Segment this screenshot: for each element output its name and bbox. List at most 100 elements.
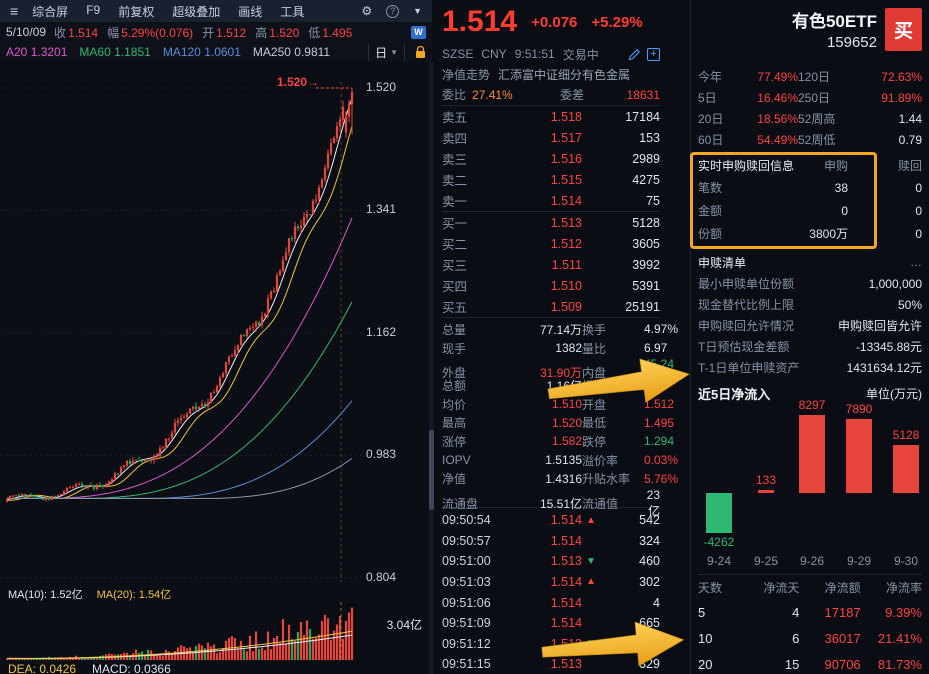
- stat-label: 溢价率: [582, 453, 619, 468]
- perf-label: 250日: [798, 91, 831, 105]
- edit-pencil-icon[interactable]: [628, 48, 641, 61]
- macd-indicator-row: DEA: 0.0426 MACD: 0.0366: [0, 662, 432, 674]
- add-icon[interactable]: +: [647, 47, 660, 61]
- tick-price: 1.513: [550, 636, 582, 651]
- table-row: 10 6 36017 21.41%: [698, 625, 922, 651]
- perf-value: 72.63%: [881, 69, 922, 84]
- perf-value: 91.89%: [881, 90, 922, 105]
- toolbar-item[interactable]: 工具: [280, 4, 305, 19]
- flow-bar: [706, 493, 732, 534]
- perf-label: 20日: [698, 112, 724, 126]
- flow-bar-value: 8297: [798, 398, 826, 412]
- bid-row[interactable]: 买一 1.513 5128: [442, 212, 660, 233]
- subscribe-value: 3800万: [809, 227, 848, 241]
- perf-label: 60日: [698, 133, 724, 147]
- flow-net-rate: 9.39%: [885, 604, 922, 620]
- bid-row[interactable]: 买四 1.510 5391: [442, 275, 660, 296]
- stat-label: 总量: [442, 322, 467, 337]
- bid-row[interactable]: 买三 1.511 3992: [442, 254, 660, 275]
- menu-icon[interactable]: ≡: [10, 3, 19, 19]
- bid-level-label: 买三: [442, 259, 468, 273]
- price-change-pct: +5.29%: [591, 13, 643, 31]
- net-inflow-section: 近5日净流入 单位(万元) -4262 133 8297 7890 5128 9-24 9…: [698, 378, 922, 572]
- lock-icon[interactable]: [415, 45, 426, 59]
- tick-direction-icon: ▼: [586, 638, 596, 650]
- toolbar-item[interactable]: 画线: [238, 4, 263, 19]
- tick-volume: 665: [639, 616, 660, 631]
- ask-row[interactable]: 卖四 1.517 153: [442, 127, 660, 148]
- ask-row[interactable]: 卖三 1.516 2989: [442, 148, 660, 169]
- flow-net-rate: 81.73%: [877, 656, 922, 672]
- list-item-value: 1,000,000: [868, 276, 922, 291]
- bid-row[interactable]: 买五 1.509 25191: [442, 296, 660, 317]
- list-item-value: 申购赎回皆允许: [837, 319, 922, 333]
- stat-label: 最低: [582, 416, 607, 431]
- scrollbar[interactable]: [429, 62, 434, 674]
- tick-volume: 440: [639, 636, 660, 651]
- tick-volume: 329: [639, 657, 660, 672]
- net-inflow-unit: 单位(万元): [866, 386, 922, 401]
- perf-value: 16.46%: [757, 90, 798, 105]
- stat-value: 15.51亿: [539, 497, 582, 512]
- performance-row: 60日 54.49% 52周低 0.79: [698, 129, 922, 150]
- stat-value: 1.16亿: [546, 378, 582, 393]
- flow-table-header-cell: 净流天: [763, 580, 800, 595]
- stat-label: 最高: [442, 416, 467, 431]
- perf-value: 0.79: [898, 132, 922, 147]
- toolbar-item[interactable]: 综合屏: [32, 4, 69, 19]
- ohlc-item: 低 1.495: [308, 25, 353, 40]
- flow-table-header-cell: 天数: [698, 580, 723, 595]
- tick-time: 09:50:54: [442, 513, 491, 528]
- nav-row[interactable]: 净值走势 汇添富中证细分有色金属: [442, 64, 660, 84]
- settings-gear-icon[interactable]: ⚙: [361, 4, 373, 18]
- subscription-row-label: 笔数: [698, 181, 723, 195]
- wp-badge-icon[interactable]: W: [411, 25, 426, 39]
- volume-svg: [5, 602, 354, 662]
- list-item-value: 1431634.12元: [846, 361, 922, 375]
- stat-value: 1382: [555, 341, 582, 356]
- volume-ma20-label: MA(20): 1.54亿: [96, 589, 172, 601]
- tick-time: 09:50:57: [442, 533, 491, 548]
- stat-value: 5.76%: [644, 471, 679, 486]
- more-ellipsis-icon[interactable]: …: [910, 255, 922, 269]
- weibi-label: 委比: [442, 88, 467, 102]
- stat-label: 量比: [582, 341, 607, 356]
- list-item: 最小申赎单位份额 1,000,000: [698, 273, 922, 294]
- price-change: +0.076: [531, 13, 578, 31]
- stat-label: 升贴水率: [582, 472, 631, 487]
- etf-info-panel: 有色50ETF 159652 买 今年 77.49% 120日 72.63% 5…: [690, 0, 929, 674]
- ma-legend-bar: A20 1.3201 MA60 1.1851 MA120 1.0601 MA250 0…: [0, 42, 432, 62]
- perf-value: 54.49%: [757, 132, 798, 147]
- ma-legend-item: MA250 0.9811: [252, 45, 331, 59]
- flow-bar-value: 7890: [845, 401, 873, 416]
- ask-row[interactable]: 卖二 1.515 4275: [442, 169, 660, 190]
- chart-panel: ≡ 综合屏 F9 前复权 超级叠加 画线 工具 ⚙ ? ▼ 5/10/09 收 1.514 幅…: [0, 0, 432, 674]
- stat-row: 涨停 1.582 跌停 1.294: [442, 432, 674, 451]
- bid-row[interactable]: 买二 1.512 3605: [442, 233, 660, 254]
- net-inflow-bar-chart: -4262 133 8297 7890 5128: [698, 398, 922, 554]
- flow-table-body: 5 4 17187 9.39% 10 6 36017 21.41% 20: [698, 599, 922, 674]
- ask-row[interactable]: 卖五 1.518 17184: [442, 106, 660, 127]
- toolbar-item[interactable]: 前复权: [118, 4, 155, 19]
- last-price: 1.514: [442, 5, 518, 38]
- help-icon[interactable]: ?: [386, 4, 400, 18]
- buy-button[interactable]: 买: [885, 7, 922, 51]
- toolbar-item[interactable]: F9: [86, 2, 101, 17]
- stat-value: 1.294: [644, 434, 675, 449]
- list-item: T日预估现金差额 -13345.88元: [698, 336, 922, 357]
- toolbar-item[interactable]: 超级叠加: [172, 4, 221, 19]
- period-selector[interactable]: 日 ▼: [368, 43, 405, 61]
- bid-price: 1.509: [550, 299, 582, 314]
- list-item: 现金替代比例上限 50%: [698, 294, 922, 315]
- stat-value: 23亿: [646, 488, 660, 519]
- weibi-value: 27.41%: [472, 87, 513, 102]
- y-axis-label: 1.162: [366, 325, 397, 339]
- exchange-row: SZSE CNY 9:51:51 交易中 +: [442, 44, 660, 64]
- tick-row: 09:50:57 1.514 324: [442, 530, 660, 551]
- flow-bar: [846, 418, 872, 493]
- scrollbar-thumb[interactable]: [429, 430, 434, 510]
- ask-row[interactable]: 卖一 1.514 75: [442, 190, 660, 211]
- toolbar-chevron-down-icon[interactable]: ▼: [413, 6, 422, 16]
- volume-ma10-label: MA(10): 1.52亿: [8, 589, 83, 601]
